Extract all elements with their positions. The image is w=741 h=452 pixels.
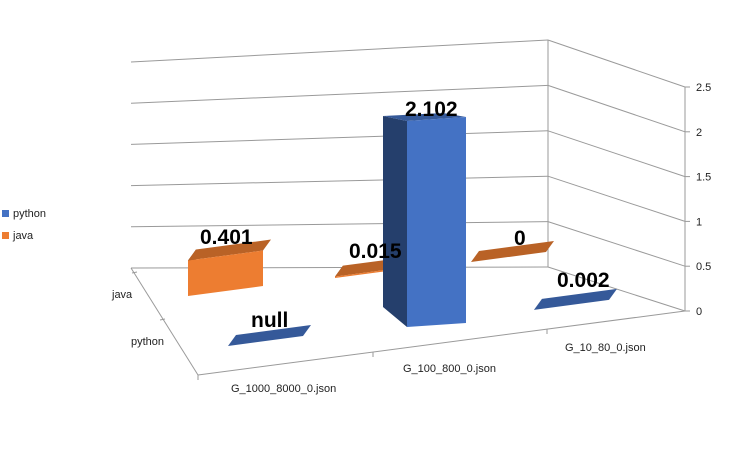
y-axis-ticks: 0 0.5 1 1.5 2 2.5 xyxy=(685,82,711,318)
bar-python-top xyxy=(534,288,617,310)
data-label: 0.002 xyxy=(557,269,610,292)
y-tick-label: 0.5 xyxy=(696,261,711,273)
y-tick-label: 1.5 xyxy=(696,172,711,184)
gridline-side xyxy=(547,130,686,178)
bar-java-top xyxy=(188,239,271,261)
bar-java-top xyxy=(471,241,554,262)
data-label: null xyxy=(251,309,288,332)
bars xyxy=(188,113,617,346)
bar-java xyxy=(188,239,271,296)
gridline-side xyxy=(547,175,686,222)
chart-walls xyxy=(130,39,686,380)
gridline-side xyxy=(547,84,686,133)
data-label: 0.401 xyxy=(200,226,253,249)
legend: python java xyxy=(2,208,46,242)
depth-axis-label: python xyxy=(131,336,164,348)
depth-tick xyxy=(131,271,138,274)
gridline-back xyxy=(130,84,549,104)
depth-axis-label: java xyxy=(111,289,133,301)
depth-tick xyxy=(159,318,166,321)
category-label: G_100_800_0.json xyxy=(403,363,496,375)
bar-python xyxy=(534,288,617,310)
legend-label-python: python xyxy=(13,208,46,220)
bar-python-top xyxy=(228,325,311,346)
bar-python-front xyxy=(407,117,466,327)
y-tick-label: 0 xyxy=(696,306,702,318)
y-tick-label: 1 xyxy=(696,216,702,228)
gridline-back xyxy=(130,175,549,187)
legend-swatch-python xyxy=(2,210,9,217)
gridline-back xyxy=(130,130,549,145)
category-label: G_1000_8000_0.json xyxy=(231,383,336,395)
bar-java-front xyxy=(188,250,263,296)
data-label: 0 xyxy=(514,227,526,250)
y-tick-label: 2.5 xyxy=(696,82,711,94)
bar-python-top xyxy=(383,113,466,121)
bar-python xyxy=(228,325,311,346)
bar-python xyxy=(383,113,466,327)
floor-front-edge xyxy=(197,310,686,376)
gridline-back xyxy=(130,221,549,228)
category-label: G_10_80_0.json xyxy=(565,342,646,354)
gridline-back xyxy=(130,39,549,63)
gridline-side xyxy=(547,221,686,267)
floor-left-edge xyxy=(130,267,199,376)
legend-swatch-java xyxy=(2,232,9,239)
data-label: 0.015 xyxy=(349,240,402,263)
gridline-side xyxy=(547,39,686,88)
y-tick-label: 2 xyxy=(696,127,702,139)
data-label: 2.102 xyxy=(405,98,458,121)
legend-label-java: java xyxy=(12,230,34,242)
bar-python-side xyxy=(383,116,407,327)
bar-java xyxy=(471,241,554,262)
